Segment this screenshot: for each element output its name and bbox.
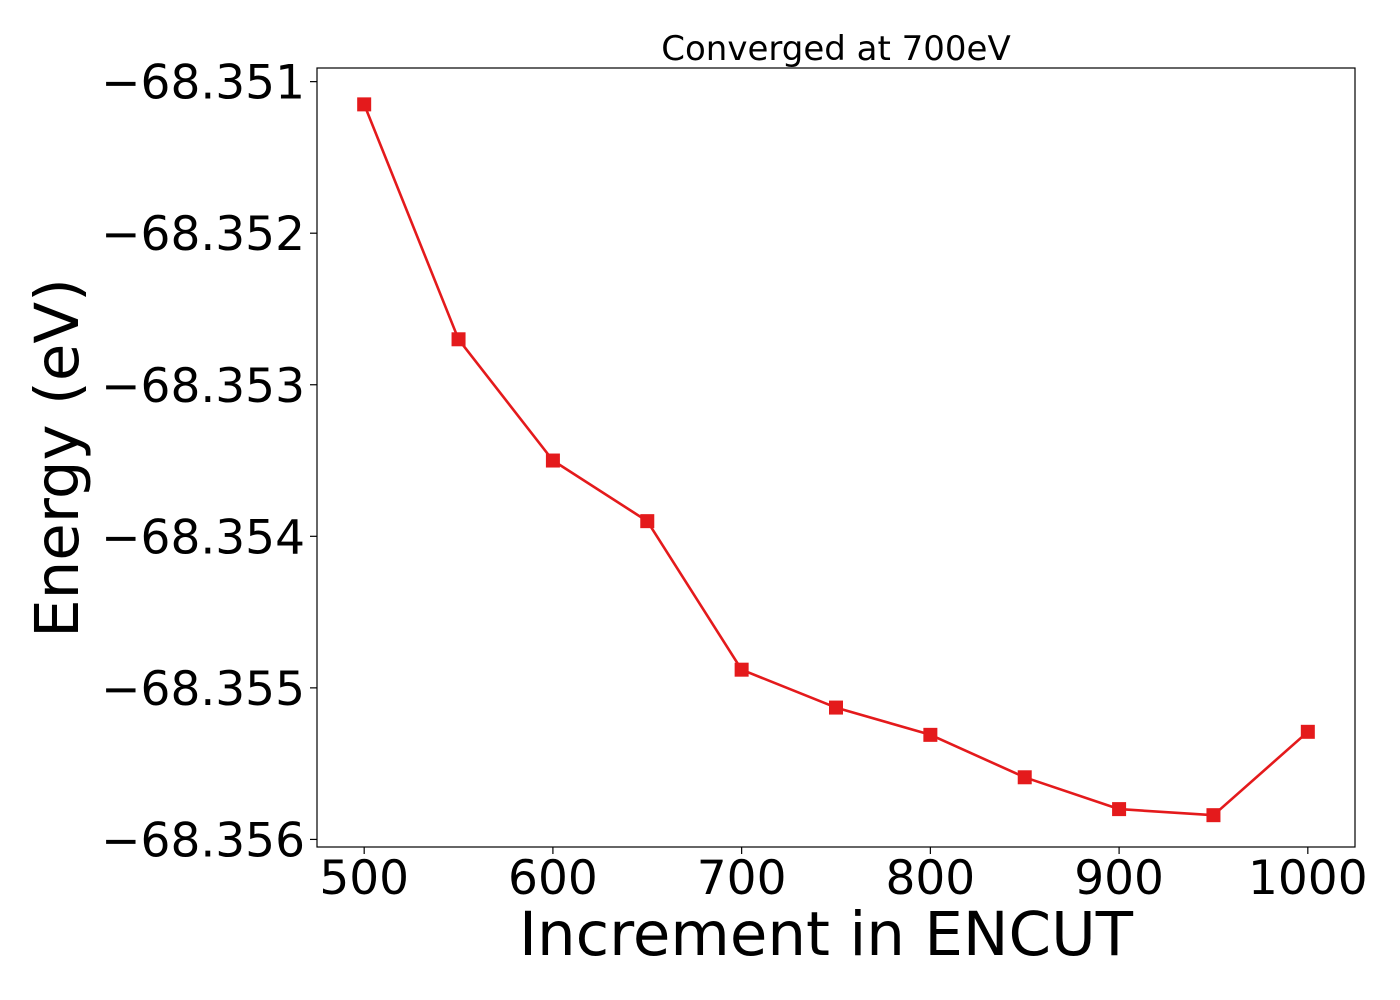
plot-frame xyxy=(316,67,1356,848)
series-energy xyxy=(357,97,1315,823)
data-point-marker xyxy=(451,332,466,347)
y-tick-label: −68.355 xyxy=(101,662,305,717)
y-tick-label: −68.351 xyxy=(101,56,305,111)
x-tick-label: 1000 xyxy=(1248,851,1368,906)
chart-title: Converged at 700eV xyxy=(661,29,1010,69)
data-point-marker xyxy=(734,662,749,677)
data-point-marker xyxy=(829,700,843,715)
data-point-marker xyxy=(923,727,938,742)
x-tick-label: 900 xyxy=(1074,851,1164,906)
data-point-marker xyxy=(1206,808,1221,823)
data-point-marker xyxy=(1017,770,1032,785)
axis-ticks: 500 600 700 800 900 1000 −68.351 −68.352 −68.353… xyxy=(101,56,1367,906)
data-point-marker xyxy=(1300,724,1315,739)
data-point-marker xyxy=(357,97,372,112)
data-point-marker xyxy=(640,514,655,529)
x-tick-label: 500 xyxy=(319,851,409,906)
x-tick-label: 600 xyxy=(508,851,598,906)
y-axis-label: Energy (eV) xyxy=(22,278,93,638)
y-tick-label: −68.356 xyxy=(101,813,305,868)
y-tick-label: −68.352 xyxy=(101,207,305,262)
data-point-marker xyxy=(1112,802,1127,817)
data-point-marker xyxy=(545,453,560,468)
x-tick-label: 700 xyxy=(697,851,787,906)
x-axis-label: Increment in ENCUT xyxy=(519,899,1134,970)
y-tick-label: −68.354 xyxy=(101,510,305,565)
y-tick-label: −68.353 xyxy=(101,359,305,414)
x-tick-label: 800 xyxy=(886,851,976,906)
